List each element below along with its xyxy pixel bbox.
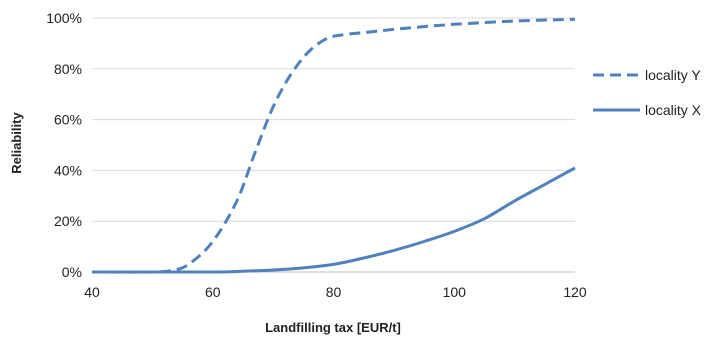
y-axis-title: Reliability <box>9 112 24 174</box>
y-tick-label: 0% <box>62 264 82 280</box>
x-tick-label: 60 <box>205 284 221 300</box>
y-tick-label: 20% <box>54 213 82 229</box>
x-tick-labels: 40 60 80 100 120 <box>84 284 587 300</box>
legend: locality Y locality X <box>593 67 702 118</box>
y-tick-label: 40% <box>54 162 82 178</box>
series-line-locality-x <box>91 166 576 274</box>
y-tick-label: 100% <box>46 10 82 26</box>
series-line-locality-y <box>91 17 576 274</box>
series-lines <box>91 17 576 274</box>
legend-label: locality Y <box>645 67 701 83</box>
legend-label: locality X <box>645 102 702 118</box>
x-tick-label: 80 <box>326 284 342 300</box>
x-tick-label: 40 <box>84 284 100 300</box>
gridlines <box>92 17 575 222</box>
y-tick-label: 60% <box>54 112 82 128</box>
x-tick-label: 120 <box>563 284 587 300</box>
y-tick-labels: 0% 20% 40% 60% 80% 100% <box>46 10 82 280</box>
x-axis-title: Landfilling tax [EUR/t] <box>265 320 401 335</box>
y-tick-label: 80% <box>54 61 82 77</box>
x-tick-label: 100 <box>443 284 467 300</box>
